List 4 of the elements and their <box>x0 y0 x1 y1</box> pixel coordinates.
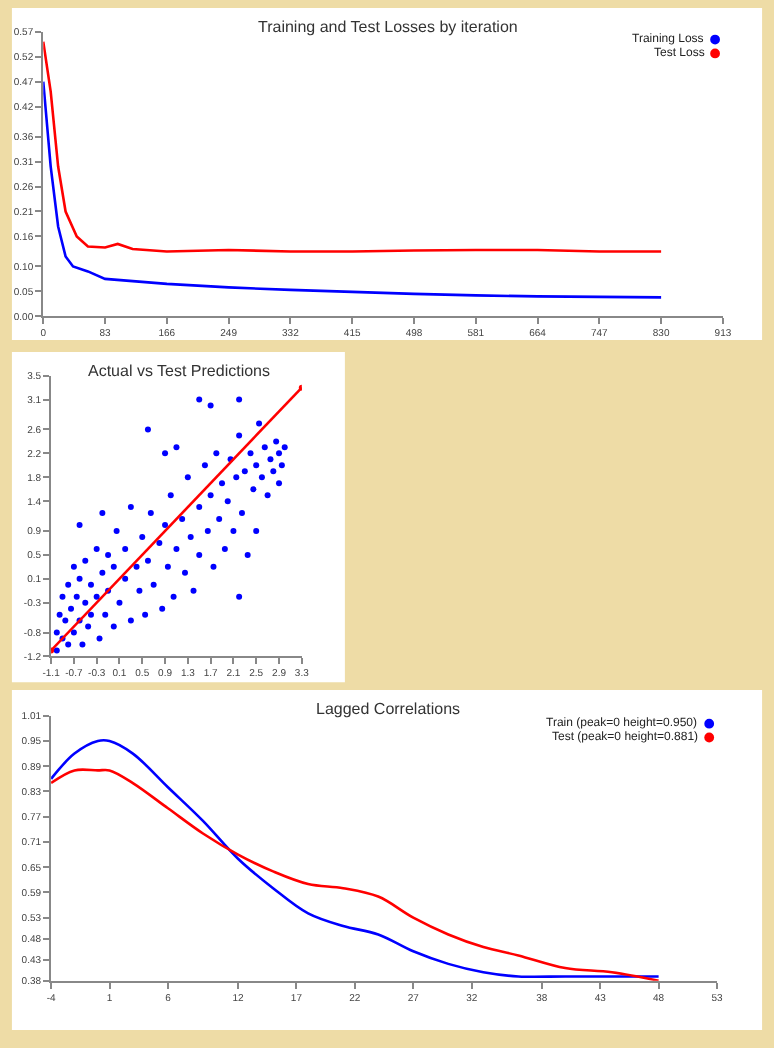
chart-title: Lagged Correlations <box>316 700 461 718</box>
chart-title: Training and Test Losses by iteration <box>258 18 518 36</box>
chart-title: Actual vs Test Predictions <box>88 362 271 380</box>
line-series <box>43 80 663 299</box>
